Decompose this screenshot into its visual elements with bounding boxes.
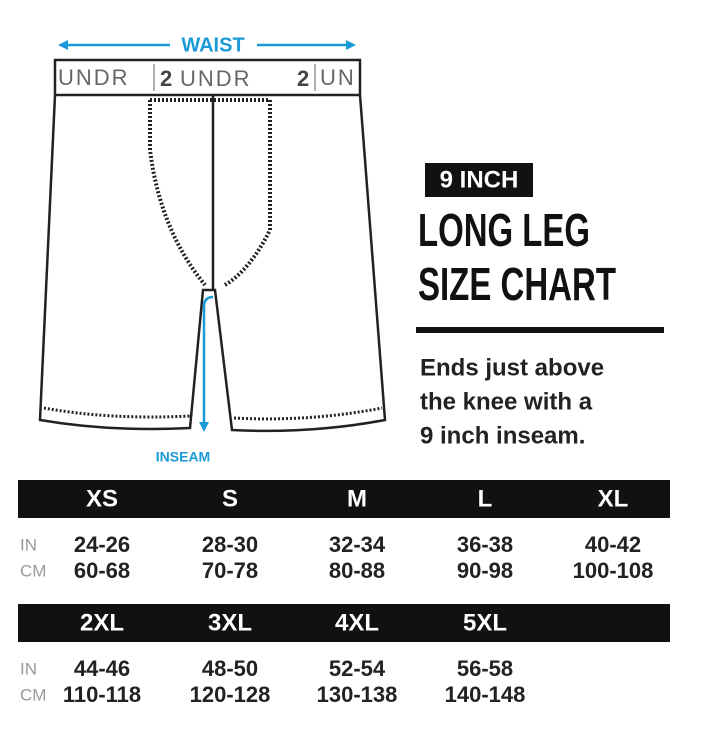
inseam-arrow bbox=[202, 295, 214, 424]
arrowhead bbox=[199, 422, 209, 432]
description-line: Ends just above bbox=[420, 354, 604, 381]
description-line: 9 inch inseam. bbox=[420, 422, 585, 449]
size-value: 80-88 bbox=[329, 558, 385, 583]
size-value: 28-30 bbox=[202, 532, 258, 557]
band-text: 2 bbox=[297, 66, 311, 91]
shorts-outline bbox=[38, 94, 387, 433]
size-value: 60-68 bbox=[74, 558, 130, 583]
badge-bg bbox=[425, 163, 533, 197]
size-value: 48-50 bbox=[202, 656, 258, 681]
size-value: 140-148 bbox=[445, 682, 526, 707]
unit-label: IN bbox=[20, 659, 37, 678]
size-header: M bbox=[347, 485, 367, 512]
pouch-stitch bbox=[148, 100, 272, 287]
size-value: 70-78 bbox=[202, 558, 258, 583]
size-header: XS bbox=[86, 485, 118, 512]
size-value: 56-58 bbox=[457, 656, 513, 681]
size-value: 40-42 bbox=[585, 532, 641, 557]
size-value: 52-54 bbox=[329, 656, 386, 681]
badge: 9 INCH bbox=[440, 166, 519, 193]
size-header: 2XL bbox=[80, 609, 124, 636]
shorts-drawing bbox=[38, 58, 387, 433]
size-header: S bbox=[222, 485, 238, 512]
waistband bbox=[53, 58, 362, 97]
size-tables: XS S M L XL IN CM 24-26 28-30 32-34 36-38 40-42 60-6… bbox=[18, 480, 670, 707]
band-text: UNDR bbox=[180, 66, 252, 91]
unit-label: CM bbox=[20, 685, 46, 704]
hem-stitch bbox=[43, 406, 383, 421]
band-text: UNDR bbox=[58, 65, 130, 90]
size-value: 90-98 bbox=[457, 558, 513, 583]
size-value: 100-108 bbox=[573, 558, 654, 583]
waist-label: WAIST bbox=[181, 34, 244, 56]
band-texts: UNDR 2 UNDR 2 UN bbox=[58, 65, 356, 91]
size-header: 4XL bbox=[335, 609, 379, 636]
measure-arrows bbox=[58, 40, 356, 432]
title-line: LONG LEG bbox=[418, 204, 590, 256]
title-line: SIZE CHART bbox=[418, 258, 616, 310]
size-value: 130-138 bbox=[317, 682, 398, 707]
header-bar bbox=[18, 480, 670, 518]
size-value: 110-118 bbox=[63, 682, 141, 707]
size-header: 5XL bbox=[463, 609, 507, 636]
size-value: 44-46 bbox=[74, 656, 130, 681]
size-value: 120-128 bbox=[190, 682, 271, 707]
size-header: L bbox=[478, 485, 493, 512]
header-bar bbox=[18, 604, 670, 642]
band-text: 2 bbox=[160, 66, 174, 91]
band-text: UN bbox=[320, 65, 356, 90]
description-line: the knee with a bbox=[420, 388, 593, 415]
unit-label: CM bbox=[20, 561, 46, 580]
size-value: 24-26 bbox=[74, 532, 130, 557]
size-value: 32-34 bbox=[329, 532, 386, 557]
size-header: 3XL bbox=[208, 609, 252, 636]
size-value: 36-38 bbox=[457, 532, 513, 557]
inseam-label: INSEAM bbox=[156, 449, 210, 465]
unit-label: IN bbox=[20, 535, 37, 554]
size-header: XL bbox=[598, 485, 629, 512]
